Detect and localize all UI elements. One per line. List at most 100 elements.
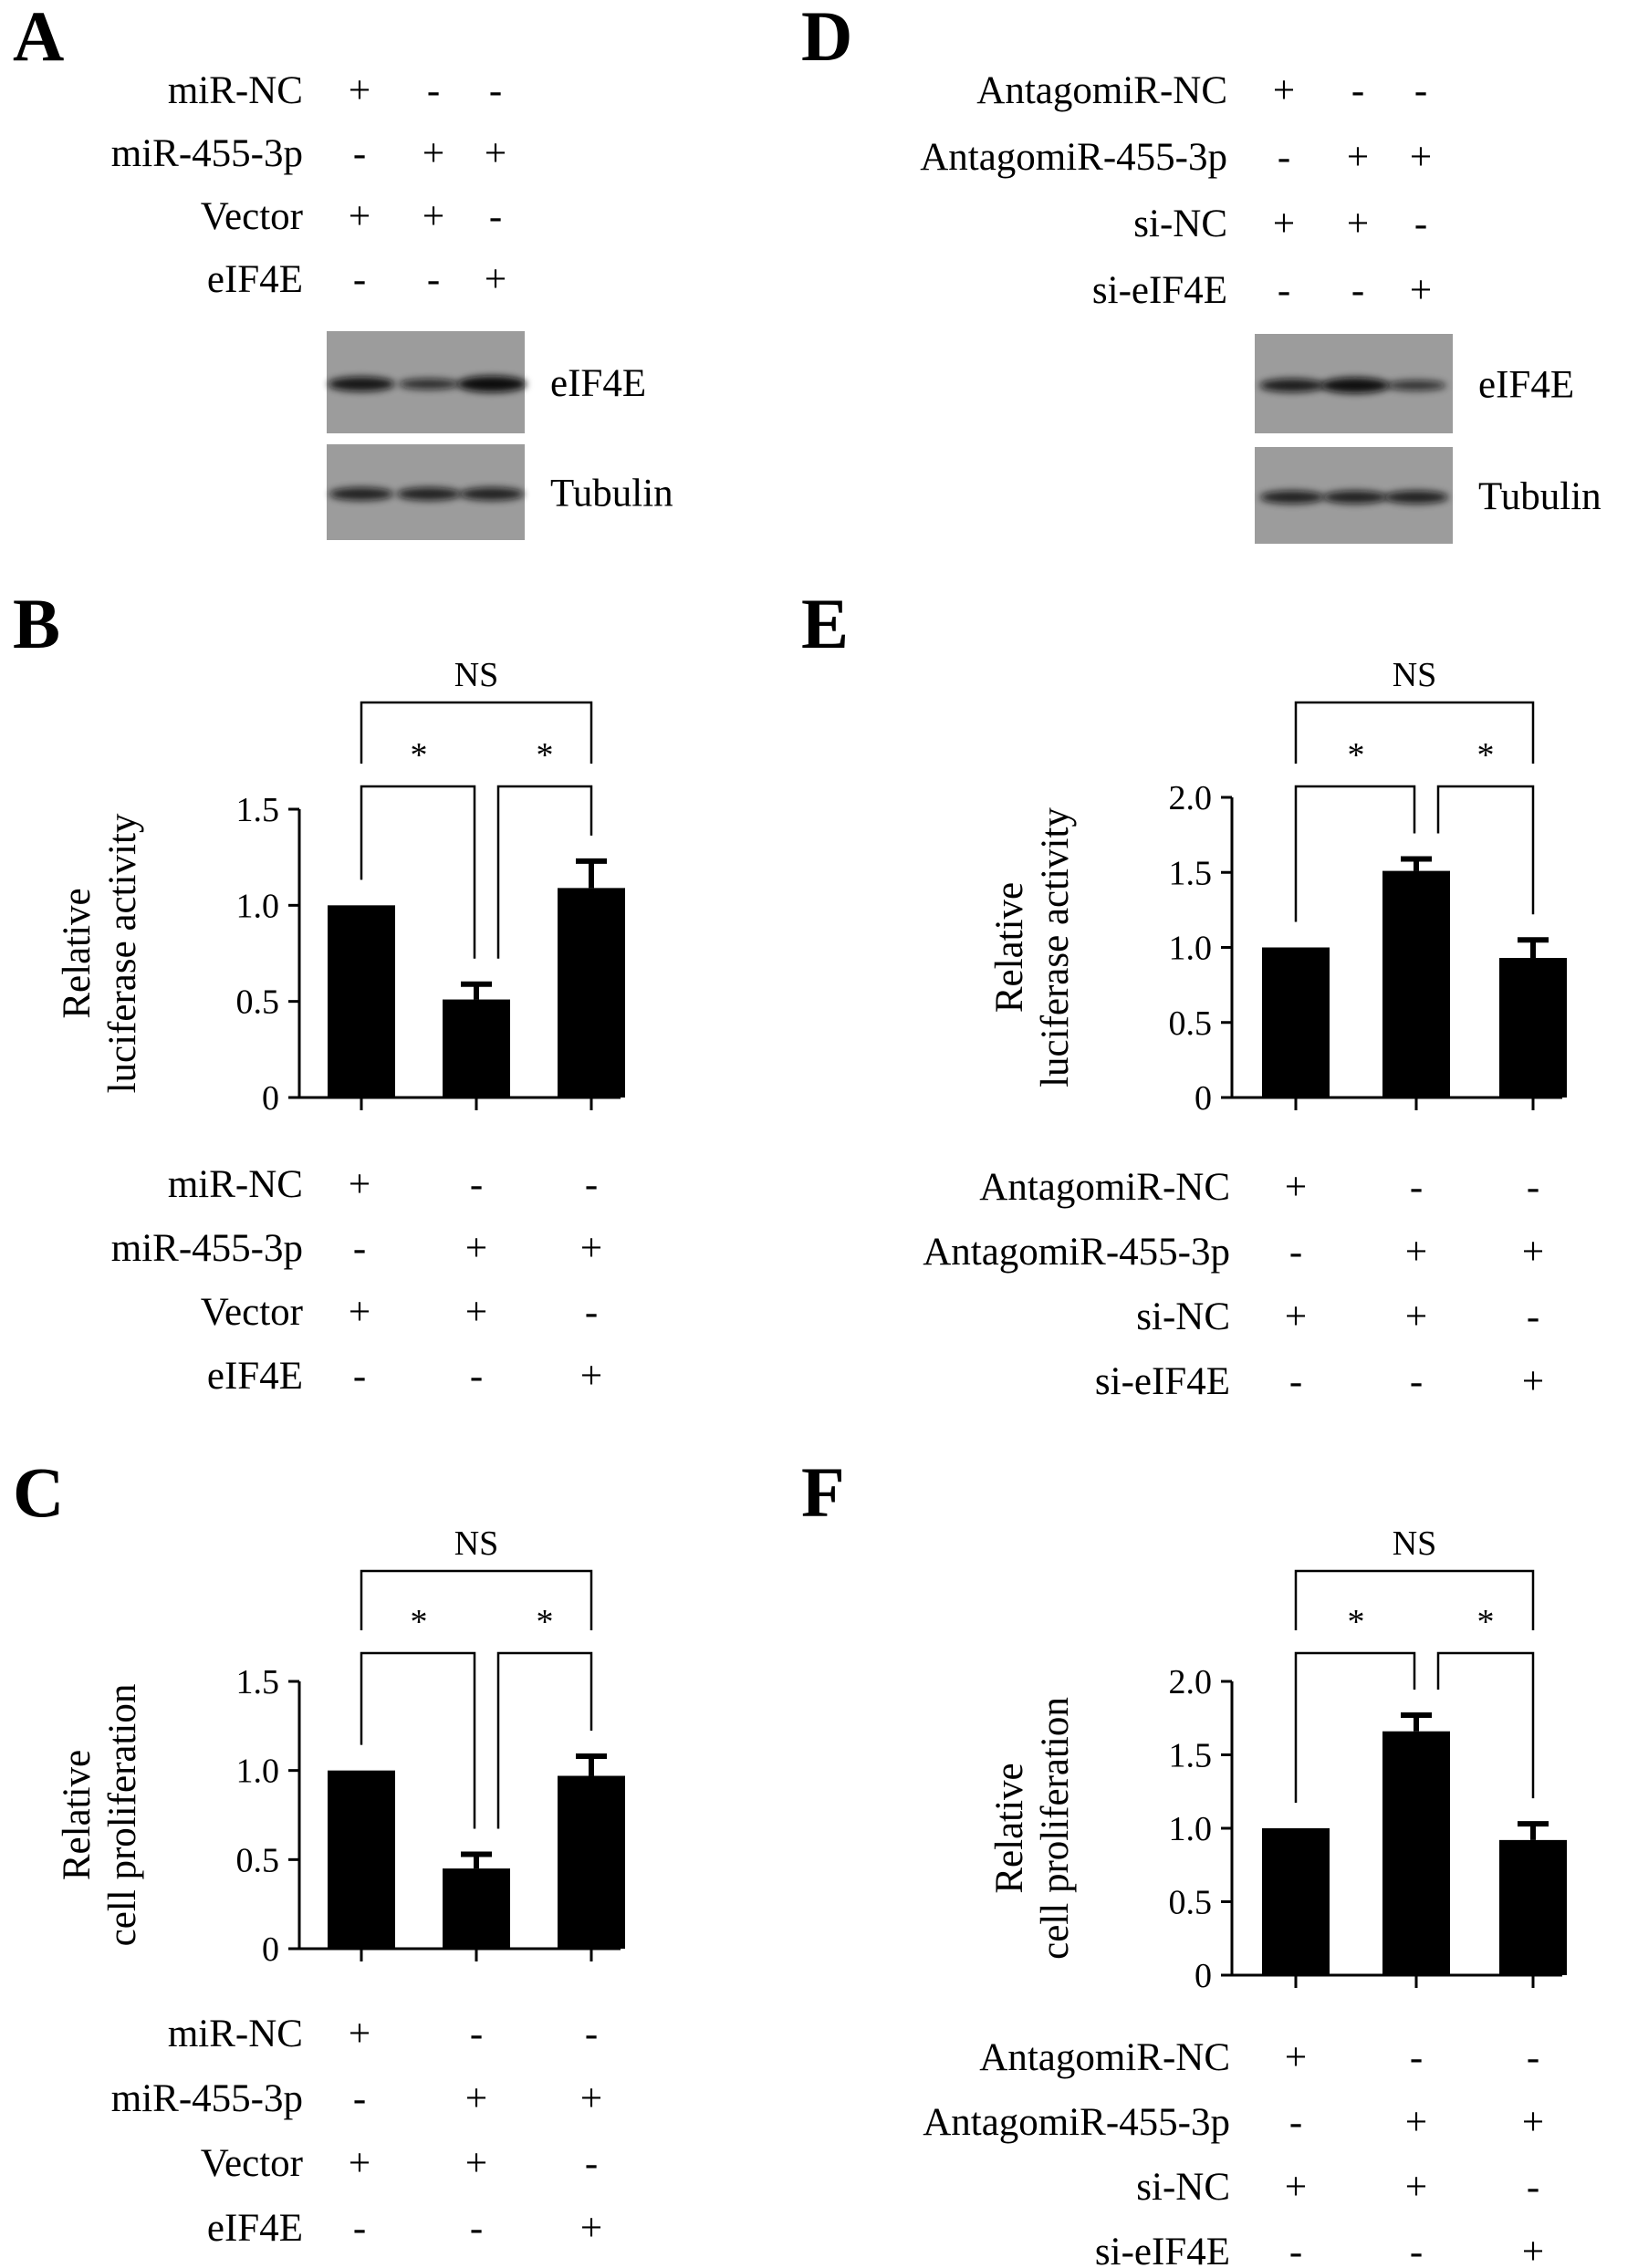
panel-label: E — [801, 584, 849, 663]
condition-label: AntagomiR-455-3p — [923, 2101, 1230, 2144]
condition-sign: + — [1285, 1295, 1307, 1338]
y-tick-label: 1.0 — [236, 1753, 280, 1791]
condition-sign: - — [585, 2013, 598, 2055]
condition-sign: + — [465, 2142, 487, 2185]
y-tick-label: 0.5 — [1169, 1004, 1213, 1043]
y-tick-label: 0 — [1195, 1079, 1212, 1118]
condition-sign: - — [353, 2077, 366, 2120]
condition-sign: + — [349, 195, 370, 238]
blot-band — [328, 376, 395, 392]
condition-label: si-eIF4E — [1095, 1360, 1230, 1403]
condition-sign: - — [1289, 2231, 1302, 2268]
y-axis-label: Relativecell proliferation — [988, 1697, 1077, 1960]
condition-sign: + — [1522, 2101, 1544, 2144]
bar — [328, 905, 395, 1098]
blot-eif4e — [1255, 334, 1453, 433]
condition-sign: + — [580, 2207, 602, 2250]
significance-bracket-right — [1436, 785, 1535, 915]
condition-label: AntagomiR-NC — [979, 2036, 1230, 2079]
condition-sign: - — [427, 69, 440, 112]
condition-label: Vector — [201, 1291, 303, 1334]
panel-label: D — [801, 0, 852, 76]
y-axis-label-line: Relative — [988, 882, 1031, 1013]
condition-sign: - — [1278, 269, 1290, 312]
condition-sign: + — [485, 132, 506, 175]
condition-sign: + — [1522, 1231, 1544, 1274]
bar — [1262, 1828, 1330, 1975]
y-tick-label: 1.5 — [236, 791, 280, 829]
y-tick-label: 1.0 — [236, 887, 280, 925]
significance-bracket-right — [496, 1651, 593, 1829]
blot-eif4e — [327, 331, 527, 433]
condition-label: AntagomiR-NC — [976, 69, 1227, 112]
y-axis-label-line: luciferase activity — [101, 813, 144, 1093]
y-axis-label-line: cell proliferation — [101, 1684, 144, 1947]
blot-label: Tubulin — [1478, 475, 1601, 518]
condition-label: AntagomiR-455-3p — [923, 1231, 1230, 1274]
significance-bracket-top — [1294, 1569, 1535, 1630]
condition-label: si-eIF4E — [1092, 269, 1227, 312]
blot-band — [457, 376, 527, 392]
blot-band — [329, 487, 394, 501]
condition-sign: - — [585, 1163, 598, 1206]
condition-sign: - — [585, 1291, 598, 1334]
condition-label: si-NC — [1136, 1295, 1230, 1338]
condition-sign: - — [470, 2207, 483, 2250]
blot-label: eIF4E — [550, 362, 646, 405]
bar — [443, 999, 510, 1098]
y-axis-label: Relativeluciferase activity — [988, 807, 1077, 1087]
condition-label: miR-455-3p — [111, 2077, 303, 2120]
y-tick-label: 0.5 — [236, 983, 280, 1022]
blot-band — [1385, 380, 1447, 391]
bar — [1382, 1731, 1450, 1975]
condition-sign: + — [465, 1291, 487, 1334]
bar — [1499, 1839, 1567, 1975]
blot-band — [396, 487, 462, 501]
condition-sign: - — [1410, 1166, 1423, 1209]
condition-sign: - — [1414, 69, 1427, 112]
condition-sign: - — [1527, 2036, 1539, 2079]
condition-sign: + — [1347, 136, 1369, 179]
y-axis-label-line: Relative — [988, 1763, 1031, 1893]
condition-sign: - — [1527, 1295, 1539, 1338]
condition-sign: - — [427, 258, 440, 301]
condition-sign: - — [489, 69, 502, 112]
condition-label: si-eIF4E — [1095, 2231, 1230, 2268]
condition-sign: + — [349, 69, 370, 112]
significance-ns: NS — [1393, 1524, 1437, 1563]
condition-sign: - — [489, 195, 502, 238]
blot-band — [398, 379, 460, 390]
y-tick-label: 0.5 — [236, 1841, 280, 1879]
blot-tubulin — [1255, 447, 1453, 544]
condition-sign: + — [1273, 203, 1295, 245]
condition-sign: + — [1273, 69, 1295, 112]
y-tick-label: 1.0 — [1169, 930, 1213, 968]
condition-sign: - — [353, 132, 366, 175]
panel-label: B — [13, 584, 60, 663]
blot-band — [459, 487, 525, 501]
panel-label: C — [13, 1452, 64, 1532]
condition-sign: + — [1522, 1360, 1544, 1403]
condition-sign: + — [580, 1355, 602, 1398]
condition-sign: + — [1285, 2166, 1307, 2209]
condition-sign: + — [580, 1227, 602, 1270]
condition-sign: + — [465, 2077, 487, 2120]
y-axis-label-line: cell proliferation — [1034, 1697, 1077, 1960]
significance-star-right: * — [537, 736, 554, 775]
condition-label: Vector — [201, 195, 303, 238]
bar — [328, 1770, 395, 1949]
bar — [443, 1868, 510, 1949]
condition-sign: - — [1527, 1166, 1539, 1209]
condition-sign: + — [1410, 269, 1432, 312]
condition-sign: - — [1289, 2101, 1302, 2144]
condition-sign: + — [465, 1227, 487, 1270]
bar — [1499, 958, 1567, 1098]
y-tick-label: 0 — [262, 1079, 279, 1118]
y-tick-label: 0.5 — [1169, 1884, 1213, 1922]
panel-label: F — [801, 1452, 845, 1532]
condition-sign: - — [353, 258, 366, 301]
blot-label: Tubulin — [550, 473, 673, 515]
condition-label: Vector — [201, 2142, 303, 2185]
significance-ns: NS — [454, 656, 499, 694]
